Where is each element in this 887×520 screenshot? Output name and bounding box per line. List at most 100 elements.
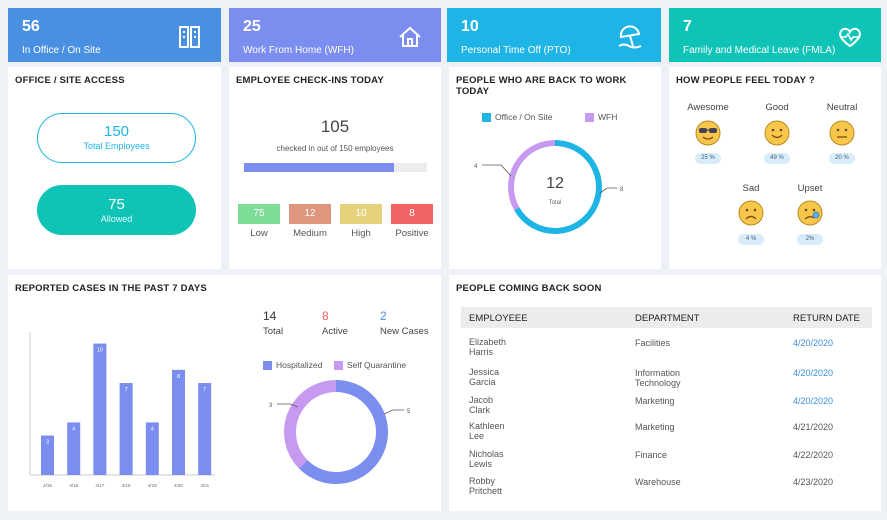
tile-wfh[interactable]: 25 Work From Home (WFH) xyxy=(229,8,441,62)
card-title: REPORTED CASES IN THE PAST 7 DAYS xyxy=(15,283,207,294)
legend-wfh: WFH xyxy=(585,112,617,122)
donut-segment[interactable] xyxy=(508,140,602,234)
donut-segment[interactable] xyxy=(284,380,388,484)
stat-total-value: 14 xyxy=(263,309,277,323)
bar[interactable] xyxy=(119,383,133,475)
leader-line xyxy=(599,187,617,194)
beach-umbrella-icon xyxy=(618,25,642,49)
bar[interactable] xyxy=(198,383,212,475)
column-header[interactable]: EMPLOYEEE xyxy=(469,313,528,324)
allowed-value: 75 xyxy=(108,196,125,213)
legend-label: Hospitalized xyxy=(276,360,323,370)
tile-label: In Office / On Site xyxy=(22,45,101,56)
bar[interactable] xyxy=(172,369,185,475)
back-to-work-donut: 84 xyxy=(474,140,624,234)
risk-box-positive: 8 xyxy=(391,204,433,224)
employee-name: Robby Pritchett xyxy=(469,476,503,496)
return-date[interactable]: 4/20/2020 xyxy=(793,338,834,348)
department: Marketing xyxy=(635,396,675,406)
department: Information Technology xyxy=(635,368,681,388)
column-header[interactable]: DEPARTMENT xyxy=(635,313,700,324)
checkins-count: 105 xyxy=(320,117,350,136)
leader-line xyxy=(482,164,512,177)
bar-value-label: 4 xyxy=(151,426,154,432)
legend-swatch xyxy=(334,360,343,370)
allowed-label: Allowed xyxy=(100,214,133,224)
legend-swatch xyxy=(263,360,272,370)
employee-name: Kathleen Lee xyxy=(469,421,505,441)
bar[interactable] xyxy=(67,422,81,475)
bar[interactable] xyxy=(41,435,54,475)
checkins-card: EMPLOYEE CHECK-INS TODAY 105 checked in … xyxy=(229,67,441,269)
employee-name: Jessica Garcia xyxy=(469,367,500,387)
feeling-label: Neutral xyxy=(826,102,858,113)
legend-office: Office / On Site xyxy=(482,112,552,122)
x-tick-label: 4/17 xyxy=(96,483,105,488)
table-header: EMPLOYEEE DEPARTMENT RETURN DATE xyxy=(461,307,872,328)
risk-box-high: 10 xyxy=(340,204,382,224)
feeling-badge: 49 % xyxy=(764,153,790,164)
allowed-pill: 75 Allowed xyxy=(37,185,196,235)
legend-label: Office / On Site xyxy=(495,112,553,122)
total-employees-value: 150 xyxy=(103,123,130,140)
legend-hospitalized: Hospitalized xyxy=(263,360,322,370)
return-date: 4/23/2020 xyxy=(793,477,834,487)
back-to-work-card: PEOPLE WHO ARE BACK TO WORK TODAY Office… xyxy=(449,67,661,269)
stat-new-label: New Cases xyxy=(380,326,429,337)
sad-face-icon xyxy=(738,200,764,226)
leader-line xyxy=(277,403,299,408)
x-tick-label: 4/21 xyxy=(200,483,209,488)
card-title: PEOPLE COMING BACK SOON xyxy=(456,283,602,294)
stat-new-value: 2 xyxy=(380,309,387,323)
bar-value-label: 7 xyxy=(125,387,128,393)
feeling-label: Sad xyxy=(742,183,760,194)
segment-value-label: 5 xyxy=(407,409,411,415)
building-icon xyxy=(179,26,200,48)
x-tick-label: 4/16 xyxy=(69,483,78,488)
feelings-card: HOW PEOPLE FEEL TODAY ? Awesome 25 % Goo… xyxy=(669,67,881,269)
office-access-card: OFFICE / SITE ACCESS 150 Total Employees… xyxy=(8,67,221,269)
cases-card: REPORTED CASES IN THE PAST 7 DAYS 3 4/15 4… xyxy=(8,275,441,511)
legend-self-quarantine: Self Quarantine xyxy=(334,360,406,370)
leader-line xyxy=(383,409,404,415)
feeling-badge: 2% xyxy=(797,234,823,245)
bar-value-label: 4 xyxy=(72,426,75,432)
card-title: OFFICE / SITE ACCESS xyxy=(15,75,125,86)
risk-label: Medium xyxy=(293,228,327,239)
bar[interactable] xyxy=(145,422,159,475)
x-tick-label: 4/20 xyxy=(174,483,183,488)
return-date[interactable]: 4/20/2020 xyxy=(793,396,834,406)
tile-pto[interactable]: 10 Personal Time Off (PTO) xyxy=(447,8,661,62)
donut-total-label: Total xyxy=(548,200,562,206)
department: Finance xyxy=(635,450,668,460)
feeling-label: Upset xyxy=(797,183,823,194)
feeling-badge: 20 % xyxy=(829,153,855,164)
risk-label: Low xyxy=(250,228,268,239)
neutral-face-icon xyxy=(829,120,855,146)
risk-box-low: 75 xyxy=(238,204,280,224)
employee-name: Nicholas Lewis xyxy=(469,449,504,469)
department: Facilities xyxy=(635,338,671,348)
segment-value-label: 3 xyxy=(269,403,273,409)
risk-label: Positive xyxy=(395,228,429,239)
feeling-badge: 25 % xyxy=(695,153,721,164)
cases-donut: 53 xyxy=(269,380,411,484)
return-date[interactable]: 4/20/2020 xyxy=(793,368,834,378)
donut-total-value: 12 xyxy=(546,175,564,192)
bar[interactable] xyxy=(93,343,107,475)
tile-label: Family and Medical Leave (FMLA) xyxy=(683,45,836,56)
department: Marketing xyxy=(635,422,675,432)
cool-face-icon xyxy=(695,120,721,146)
tile-in-office[interactable]: 56 In Office / On Site xyxy=(8,8,221,62)
card-title: HOW PEOPLE FEEL TODAY ? xyxy=(676,75,815,86)
tile-label: Work From Home (WFH) xyxy=(243,45,354,56)
employee-name: Elizabeth Harris xyxy=(469,337,507,357)
department: Warehouse xyxy=(635,477,681,487)
checkins-caption: checked in out of 150 employees xyxy=(276,144,394,153)
tile-fmla[interactable]: 7 Family and Medical Leave (FMLA) xyxy=(669,8,881,62)
column-header[interactable]: RETURN DATE xyxy=(793,313,860,324)
stat-active-label: Active xyxy=(322,326,348,337)
return-date: 4/21/2020 xyxy=(793,422,834,432)
heartbeat-icon xyxy=(839,27,861,48)
upset-face-icon xyxy=(797,200,823,226)
